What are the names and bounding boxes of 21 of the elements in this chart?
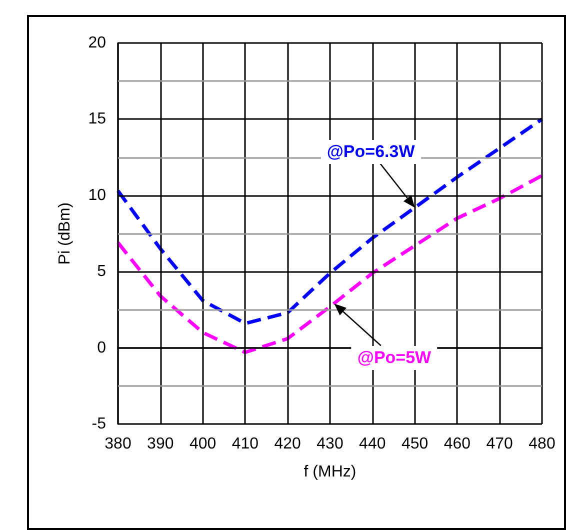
x-tick-label: 450 — [401, 436, 428, 452]
x-tick-label: 390 — [147, 436, 174, 452]
x-tick-label: 470 — [486, 436, 514, 452]
y-axis-title: Pi (dBm) — [56, 202, 74, 265]
x-tick-label: 420 — [274, 436, 302, 452]
y-tick-label: 20 — [88, 34, 106, 52]
annotation: @Po=5W — [351, 346, 438, 370]
y-tick-label: 5 — [97, 263, 106, 280]
y-tick-label: 15 — [88, 110, 106, 128]
x-tick-label: 460 — [444, 436, 471, 452]
y-tick-label: -5 — [92, 416, 106, 432]
x-tick-label: 410 — [232, 436, 259, 452]
x-tick-label: 430 — [316, 436, 344, 452]
x-tick-label: 400 — [189, 436, 216, 452]
x-axis-title: f (MHz) — [304, 464, 356, 480]
x-tick-label: 380 — [104, 436, 132, 452]
x-tick-label: 480 — [528, 436, 556, 452]
x-tick-label: 440 — [359, 436, 386, 452]
annotation: @Po=6.3W — [320, 140, 421, 164]
y-tick-label: 10 — [88, 186, 106, 204]
y-tick-label: 0 — [97, 339, 106, 356]
